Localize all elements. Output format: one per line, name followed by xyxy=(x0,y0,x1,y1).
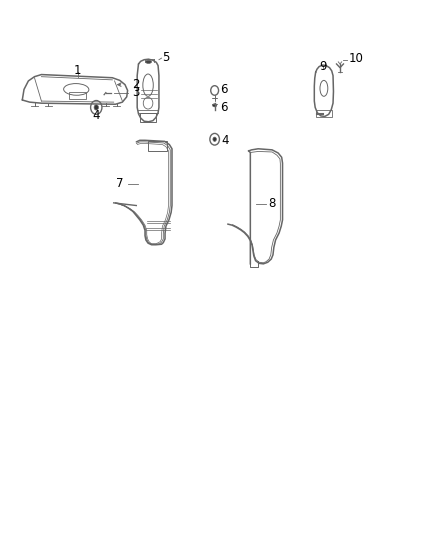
Text: 1: 1 xyxy=(74,64,81,77)
Circle shape xyxy=(213,137,216,141)
Text: 4: 4 xyxy=(221,134,229,147)
Text: 8: 8 xyxy=(268,197,276,211)
Text: 9: 9 xyxy=(319,60,326,72)
Ellipse shape xyxy=(212,104,217,107)
Text: 3: 3 xyxy=(132,86,139,99)
Text: 7: 7 xyxy=(116,177,124,190)
Text: 2: 2 xyxy=(132,78,139,91)
Text: 4: 4 xyxy=(92,109,100,122)
Text: 6: 6 xyxy=(220,84,227,96)
Text: 6: 6 xyxy=(220,101,227,114)
Circle shape xyxy=(94,105,99,110)
Text: 5: 5 xyxy=(162,51,170,63)
Ellipse shape xyxy=(145,60,152,63)
Text: 10: 10 xyxy=(349,52,364,64)
